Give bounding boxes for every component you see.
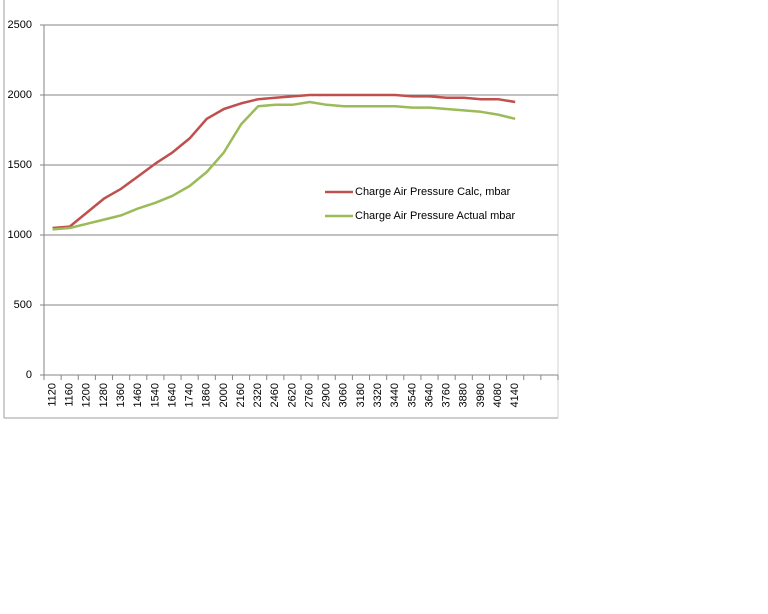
x-tick-label: 2000 [218,383,230,407]
x-tick-label: 1280 [98,383,110,407]
x-tick-label: 2320 [252,383,264,407]
y-tick-label: 500 [14,299,32,311]
x-tick-label: 1460 [132,383,144,407]
y-tick-label: 1000 [8,229,32,241]
legend-label: Charge Air Pressure Calc, mbar [355,186,511,198]
x-tick-label: 3540 [406,383,418,407]
x-tick-label: 3180 [355,383,367,407]
x-tick-label: 3760 [441,383,453,407]
y-tick-label: 2000 [8,89,32,101]
x-tick-label: 2620 [286,383,298,407]
x-tick-label: 3880 [458,383,470,407]
x-tick-label: 1640 [166,383,178,407]
x-tick-label: 3440 [389,383,401,407]
x-tick-label: 1540 [149,383,161,407]
x-tick-label: 1740 [184,383,196,407]
x-tick-label: 1200 [81,383,93,407]
series-line [52,93,516,230]
x-tick-label: 2460 [269,383,281,407]
x-tick-label: 4080 [492,383,504,407]
x-tick-label: 4140 [509,383,521,407]
x-tick-label: 1360 [115,383,127,407]
legend-label: Charge Air Pressure Actual mbar [355,210,516,222]
x-tick-label: 1160 [64,383,76,407]
series-line [52,100,516,231]
y-tick-label: 1500 [8,159,32,171]
x-tick-label: 3060 [338,383,350,407]
x-tick-label: 3640 [423,383,435,407]
x-tick-label: 1120 [46,383,58,407]
x-tick-label: 3320 [372,383,384,407]
x-tick-label: 2900 [321,383,333,407]
y-tick-label: 2500 [8,19,32,31]
x-tick-label: 3980 [475,383,487,407]
x-tick-label: 2160 [235,383,247,407]
x-tick-label: 2760 [303,383,315,407]
y-tick-label: 0 [26,369,32,381]
x-tick-label: 1860 [201,383,213,407]
